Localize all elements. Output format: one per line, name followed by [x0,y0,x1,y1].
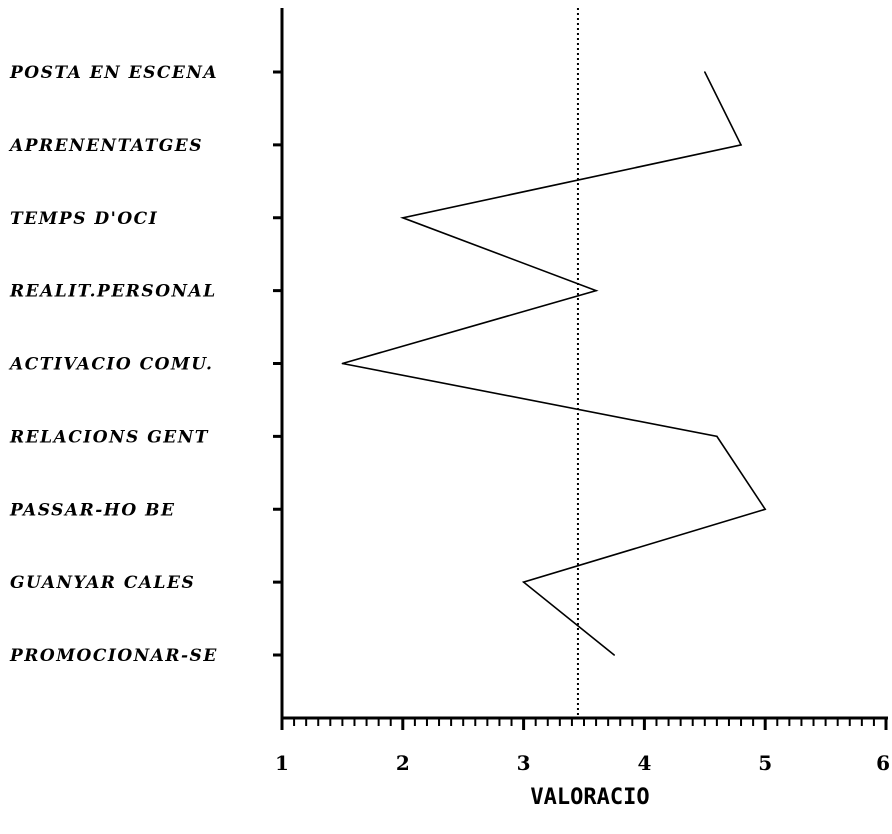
x-axis-title: VALORACIO [530,785,649,810]
data-point [522,581,525,583]
x-tick-label: 3 [517,751,531,775]
x-tick-label: 2 [396,751,410,775]
data-point [595,289,597,292]
data-point [402,216,404,219]
series-line [342,71,767,656]
x-tick-label: 5 [758,751,772,775]
category-label: RELACIONS GENT [9,427,209,447]
data-point [704,71,706,73]
x-axis: 1 2 3 4 5 6 [275,716,890,775]
x-tick-label: 1 [275,751,289,775]
category-labels: POSTA EN ESCENA APRENENTATGES TEMPS D'OCI R… [8,63,218,666]
category-label: APRENENTATGES [8,136,203,156]
y-axis [273,8,284,720]
x-tick-label: 6 [876,751,890,775]
category-label: PROMOCIONAR-SE [9,646,218,666]
category-label: REALIT.PERSONAL [9,282,217,302]
category-label: POSTA EN ESCENA [9,63,218,83]
data-point [341,362,344,365]
category-label: TEMPS D'OCI [10,209,158,229]
data-point [764,508,766,511]
data-point [716,435,718,438]
category-label: GUANYAR CALES [10,573,195,593]
data-point [613,654,615,656]
category-label: PASSAR-HO BE [9,500,175,520]
series-group [341,71,767,656]
data-point [740,144,742,146]
x-tick-label: 4 [637,751,651,775]
category-label: ACTIVACIO COMU. [8,355,213,375]
